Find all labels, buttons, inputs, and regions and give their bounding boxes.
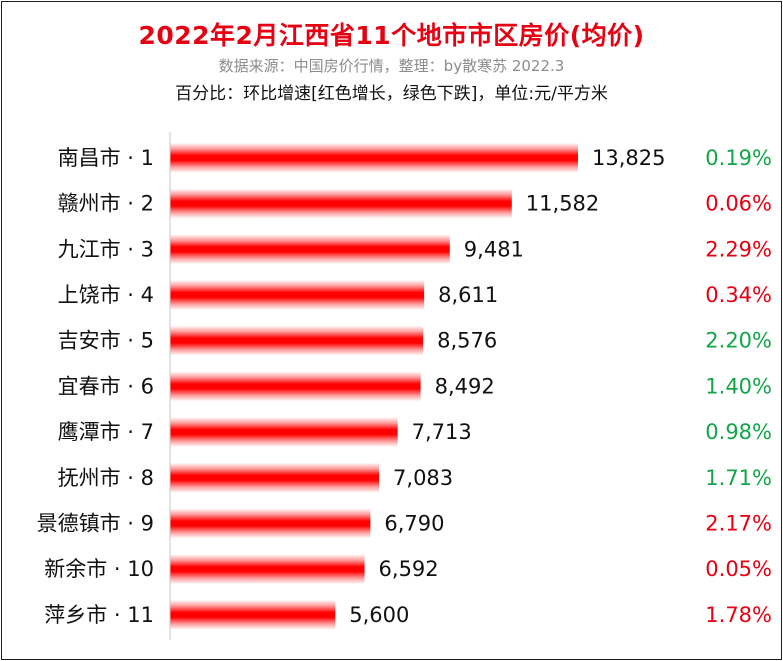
category-label: 九江市 · 3 [58,237,154,261]
chart-unit-note: 百分比：环比增速[红色增长，绿色下跌]，单位:元/平方米 [175,84,608,104]
bar [170,371,421,402]
category-label: 抚州市 · 8 [58,466,154,490]
value-label: 6,592 [379,557,439,581]
chart-title: 2022年2月江西省11个地市市区房价(均价) [138,21,645,50]
value-label: 11,582 [526,192,599,216]
value-label: 8,576 [437,329,497,353]
bar [170,279,425,310]
value-label: 13,825 [592,146,665,170]
category-label: 宜春市 · 6 [58,374,154,398]
value-label: 8,611 [438,283,498,307]
value-label: 7,083 [393,466,453,490]
bar [170,554,365,585]
bar [170,508,371,539]
chart-source-note: 数据来源：中国房价行情，整理：by散寒苏 2022.3 [218,57,565,75]
value-label: 9,481 [464,237,524,261]
category-label: 鹰潭市 · 7 [58,420,154,444]
mom-change-label: 1.71% [705,466,772,490]
bar [170,417,398,448]
mom-change-label: 2.20% [705,329,772,353]
category-label: 南昌市 · 1 [58,146,154,170]
value-label: 5,600 [349,603,409,627]
category-label: 上饶市 · 4 [58,283,154,307]
category-label: 吉安市 · 5 [58,329,154,353]
category-label: 景德镇市 · 9 [37,511,154,535]
bar [170,142,578,173]
bar-group: 南昌市 · 1 13,825 0.19% 赣州市 · 2 11,582 0.06% 九江市 … [37,142,772,630]
mom-change-label: 2.17% [705,511,772,535]
category-label: 新余市 · 10 [44,557,154,581]
category-label: 萍乡市 · 11 [44,603,154,627]
mom-change-label: 1.78% [705,603,772,627]
value-label: 7,713 [412,420,472,444]
mom-change-label: 2.29% [705,237,772,261]
mom-change-label: 0.34% [705,283,772,307]
mom-change-label: 1.40% [705,374,772,398]
mom-change-label: 0.19% [705,146,772,170]
mom-change-label: 0.06% [705,192,772,216]
value-label: 6,790 [384,511,444,535]
category-label: 赣州市 · 2 [58,192,154,216]
bar [170,188,512,219]
value-label: 8,492 [435,374,495,398]
mom-change-label: 0.05% [705,557,772,581]
bar [170,325,424,356]
mom-change-label: 0.98% [705,420,772,444]
bar [170,599,336,630]
bar [170,234,450,265]
bar [170,462,380,493]
